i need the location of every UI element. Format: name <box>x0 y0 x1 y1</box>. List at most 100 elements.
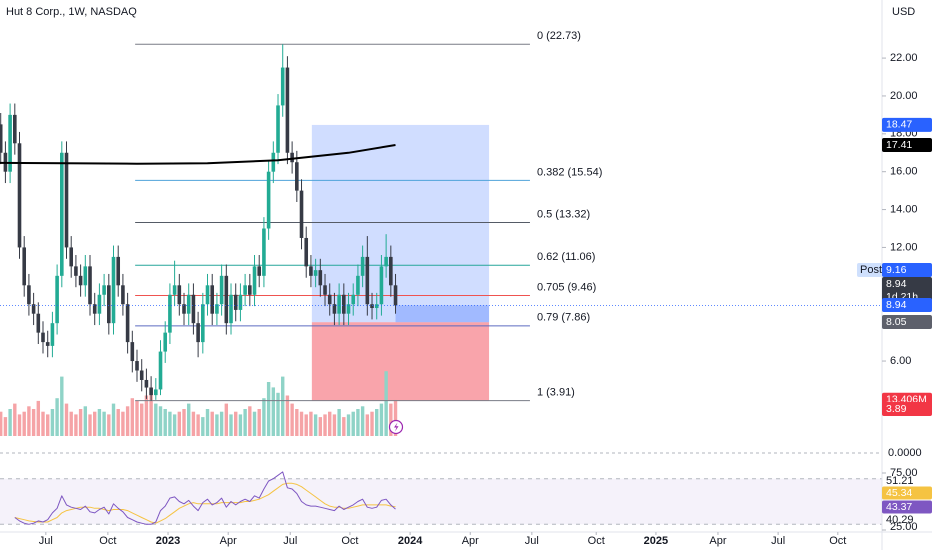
volume-bar <box>234 411 238 436</box>
candle-body <box>389 256 393 286</box>
candle-body <box>332 304 337 314</box>
candle-body <box>158 351 163 390</box>
volume-bar <box>262 398 266 436</box>
volume-bar <box>356 409 360 436</box>
post-tag-bg <box>857 263 882 277</box>
candle-body <box>69 247 74 267</box>
volume-bar <box>205 409 210 436</box>
volume-bar <box>172 414 177 436</box>
volume-bar <box>201 417 205 436</box>
x-tick-label: Oct <box>341 535 358 547</box>
volume-bar <box>328 411 332 436</box>
fib-label: 0.382 (15.54) <box>537 166 602 178</box>
volume-bar <box>389 403 393 436</box>
fib-label: 0.62 (11.06) <box>537 251 596 263</box>
x-tick-label: 2024 <box>398 535 423 547</box>
candle-body <box>313 270 318 276</box>
currency-label[interactable]: USD <box>892 6 915 18</box>
candle-body <box>365 256 370 305</box>
candle-body <box>130 342 135 362</box>
volume-bar <box>149 387 153 436</box>
fib-label: 1 (3.91) <box>537 387 575 399</box>
candle-body <box>323 285 327 295</box>
volume-bar <box>271 387 276 436</box>
candle-body <box>393 285 398 306</box>
x-tick-label: Oct <box>99 535 116 547</box>
candle-body <box>8 114 12 172</box>
x-tick-label: Apr <box>709 535 726 547</box>
volume-bar <box>107 414 111 436</box>
candle-body <box>337 294 341 314</box>
volume-bar <box>154 403 158 436</box>
ma200-line <box>0 144 396 165</box>
position-loss-zone <box>311 322 490 401</box>
y-tick-label: 6.00 <box>890 355 911 367</box>
volume-bar <box>285 395 290 436</box>
stop-badge: 3.89 <box>886 403 907 415</box>
x-tick-label: Apr <box>220 535 237 547</box>
candle-body <box>271 152 276 172</box>
candle-body <box>327 294 332 305</box>
candle-body <box>356 275 360 295</box>
volume-bar <box>342 417 346 436</box>
position-open-zone <box>395 305 490 323</box>
back-layer <box>0 124 882 525</box>
volume-bar <box>351 411 355 436</box>
candle-body <box>41 332 45 343</box>
volume-bar <box>276 392 280 436</box>
candle-body <box>50 323 55 346</box>
candle-body <box>45 342 50 346</box>
candle-body <box>280 67 285 106</box>
stop-badge-bg <box>882 402 932 416</box>
candle-body <box>346 304 351 314</box>
candle-body <box>36 313 41 333</box>
x-tick-label: Jul <box>39 535 53 547</box>
candle-body <box>266 171 271 229</box>
rsi-badge: 43.37 <box>886 501 912 513</box>
y-tick-label: 14.00 <box>890 203 918 215</box>
volume-bar <box>74 414 78 436</box>
candle-body <box>290 152 294 163</box>
position-profit-zone <box>311 124 490 323</box>
rsi-band <box>0 478 882 525</box>
last-badge-bg <box>882 277 932 304</box>
candle-body <box>177 285 182 305</box>
volume-bar <box>384 371 388 436</box>
volume-bar <box>393 399 398 436</box>
volume-bar <box>187 403 191 436</box>
candle-body <box>31 304 36 314</box>
candle-body <box>248 285 252 295</box>
post-badge: 9.16 <box>886 264 907 276</box>
volume-bar <box>88 414 92 436</box>
candle-body <box>243 285 247 295</box>
candle-body <box>219 275 224 305</box>
volume-bar <box>116 409 120 436</box>
volume-bar <box>229 414 233 436</box>
candle-body <box>163 332 168 352</box>
candle-body <box>102 285 106 295</box>
volume-bar <box>64 403 69 436</box>
volume-bar <box>69 411 73 436</box>
volume-bar <box>295 409 299 436</box>
volume-bar <box>196 414 200 436</box>
volume-bar <box>290 403 294 436</box>
volume-bar <box>266 382 271 436</box>
candle-body <box>351 294 356 305</box>
post-badge-bg <box>882 263 932 277</box>
fib-label: 0 (22.73) <box>537 30 581 42</box>
entry-badge-bg <box>882 315 932 329</box>
fib-label: 0.705 (9.46) <box>537 281 596 293</box>
candle-body <box>276 105 280 153</box>
volume-bar <box>130 398 135 436</box>
target-badge-bg <box>882 117 932 132</box>
candle-body <box>60 152 64 276</box>
volume-bar <box>41 411 45 436</box>
target-badge: 18.47 <box>886 119 912 131</box>
price-badge-bg <box>882 298 932 312</box>
candle-body <box>64 152 69 248</box>
volume-bar <box>346 414 351 436</box>
volume-bar <box>97 409 102 436</box>
volume-bar <box>360 406 365 436</box>
volume-bar <box>370 411 374 436</box>
